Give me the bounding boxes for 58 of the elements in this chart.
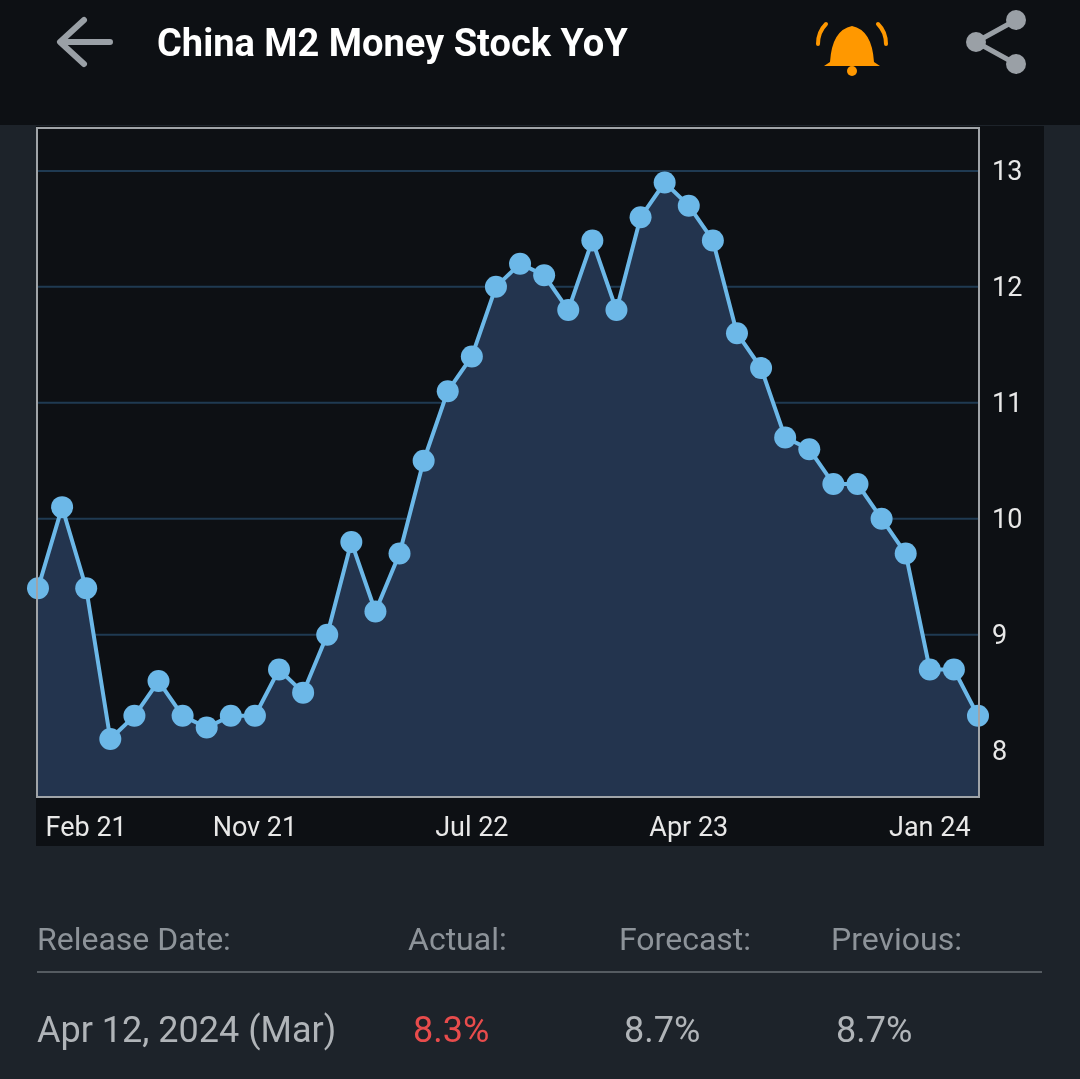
x-tick-label: Jan 24 [889,811,971,843]
point [171,704,194,727]
point [147,670,170,693]
point [605,299,628,322]
point [316,623,339,646]
point [725,322,748,345]
point [942,658,965,681]
point [918,658,941,681]
point [412,449,435,472]
chart-title: China M2 Money Stock YoY [157,21,629,65]
point [822,472,845,495]
x-tick-label: Nov 21 [212,811,298,843]
point [533,264,556,287]
point [436,380,459,403]
y-tick-label: 13 [992,155,1023,188]
y-tick-label: 10 [992,503,1023,536]
text: Release Date: [37,920,231,958]
point [653,171,676,194]
point [798,438,821,461]
text: Forecast: [619,920,752,958]
point [846,472,869,495]
point [484,275,507,298]
point [364,600,387,623]
text: Previous: [831,920,962,958]
point [123,704,146,727]
point [268,658,291,681]
point [557,299,580,322]
point [894,542,917,565]
point [701,229,724,252]
y-tick-label: 8 [992,735,1008,768]
point [677,194,700,217]
y-tick-label: 11 [992,387,1023,420]
text: 8.3% [413,1009,490,1051]
point [388,542,411,565]
point [460,345,483,368]
point [219,704,242,727]
point [629,206,652,229]
point [581,229,604,252]
point [509,252,532,275]
point [870,507,893,530]
text: 8.7% [624,1009,701,1051]
point [292,681,315,704]
y-tick-label: 9 [992,619,1008,652]
point [75,577,98,600]
point [243,704,266,727]
point [195,716,218,739]
x-tick-label: Apr 23 [649,811,729,843]
point [340,530,363,553]
point [51,496,74,519]
text: Apr 12, 2024 (Mar) [37,1009,337,1051]
point [99,728,122,751]
text: 8.7% [836,1009,913,1051]
y-tick-label: 12 [992,271,1023,304]
x-tick-label: Feb 21 [45,811,127,843]
text: Actual: [408,920,507,958]
x-tick-label: Jul 22 [435,811,509,843]
point [774,426,797,449]
point [750,357,773,380]
